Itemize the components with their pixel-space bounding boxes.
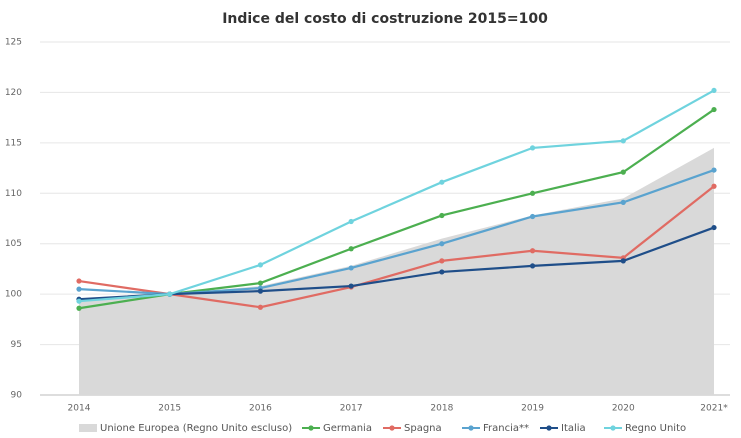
x-tick-label: 2020 [612,404,635,414]
legend-swatch [389,425,395,431]
legend-label: Spagna [404,423,442,434]
point [711,224,717,231]
point [348,218,354,225]
y-tick-label: 90 [11,391,23,401]
legend-label: Germania [323,423,372,434]
y-tick-label: 110 [5,189,22,199]
x-tick-label: 2014 [68,404,91,414]
legend-label: Italia [561,423,586,434]
legend-swatch [610,425,616,431]
point [439,179,445,185]
line [78,226,715,301]
point [167,291,173,297]
legend-label: Francia** [483,423,529,434]
point [711,167,717,173]
point [257,304,264,310]
point [711,183,717,189]
area [79,147,714,395]
y-tick-label: 125 [5,38,22,48]
point [348,265,354,271]
point [348,283,354,289]
point [76,305,82,311]
y-tick-label: 115 [5,138,22,148]
y-tick-label: 105 [5,239,22,249]
y-tick-label: 95 [11,340,22,350]
legend-swatch [468,425,474,431]
x-tick-label: 2017 [340,404,363,414]
point [257,288,264,294]
y-tick-label: 120 [5,88,22,98]
point [620,138,626,144]
line [78,185,715,309]
point [439,212,445,219]
point [711,106,717,113]
legend-swatch [546,425,552,431]
point [257,262,264,268]
point [620,169,626,175]
point [529,213,536,220]
legend-swatch [308,425,314,431]
x-tick-label: 2018 [430,404,453,414]
point [76,286,82,292]
point [439,269,445,275]
point [439,258,445,264]
point [257,280,264,286]
point [76,298,82,304]
y-tick-label: 100 [5,290,22,300]
point [76,278,82,284]
point [529,145,536,151]
point [439,241,445,247]
point [529,248,536,254]
point [529,190,536,196]
x-tick-label: 2016 [249,404,272,414]
chart-title: Indice del costo di costruzione 2015=100 [222,11,548,27]
point [348,246,354,252]
x-tick-label: 2019 [521,404,544,414]
point [711,87,717,94]
x-tick-label: 2021* [700,404,728,414]
point [620,199,626,205]
legend-swatch [79,424,97,432]
line [78,89,715,303]
point [620,258,626,264]
legend-label: Unione Europea (Regno Unito escluso) [100,423,292,434]
legend-label: Regno Unito [625,423,686,434]
point [529,263,536,269]
x-tick-label: 2015 [158,404,181,414]
